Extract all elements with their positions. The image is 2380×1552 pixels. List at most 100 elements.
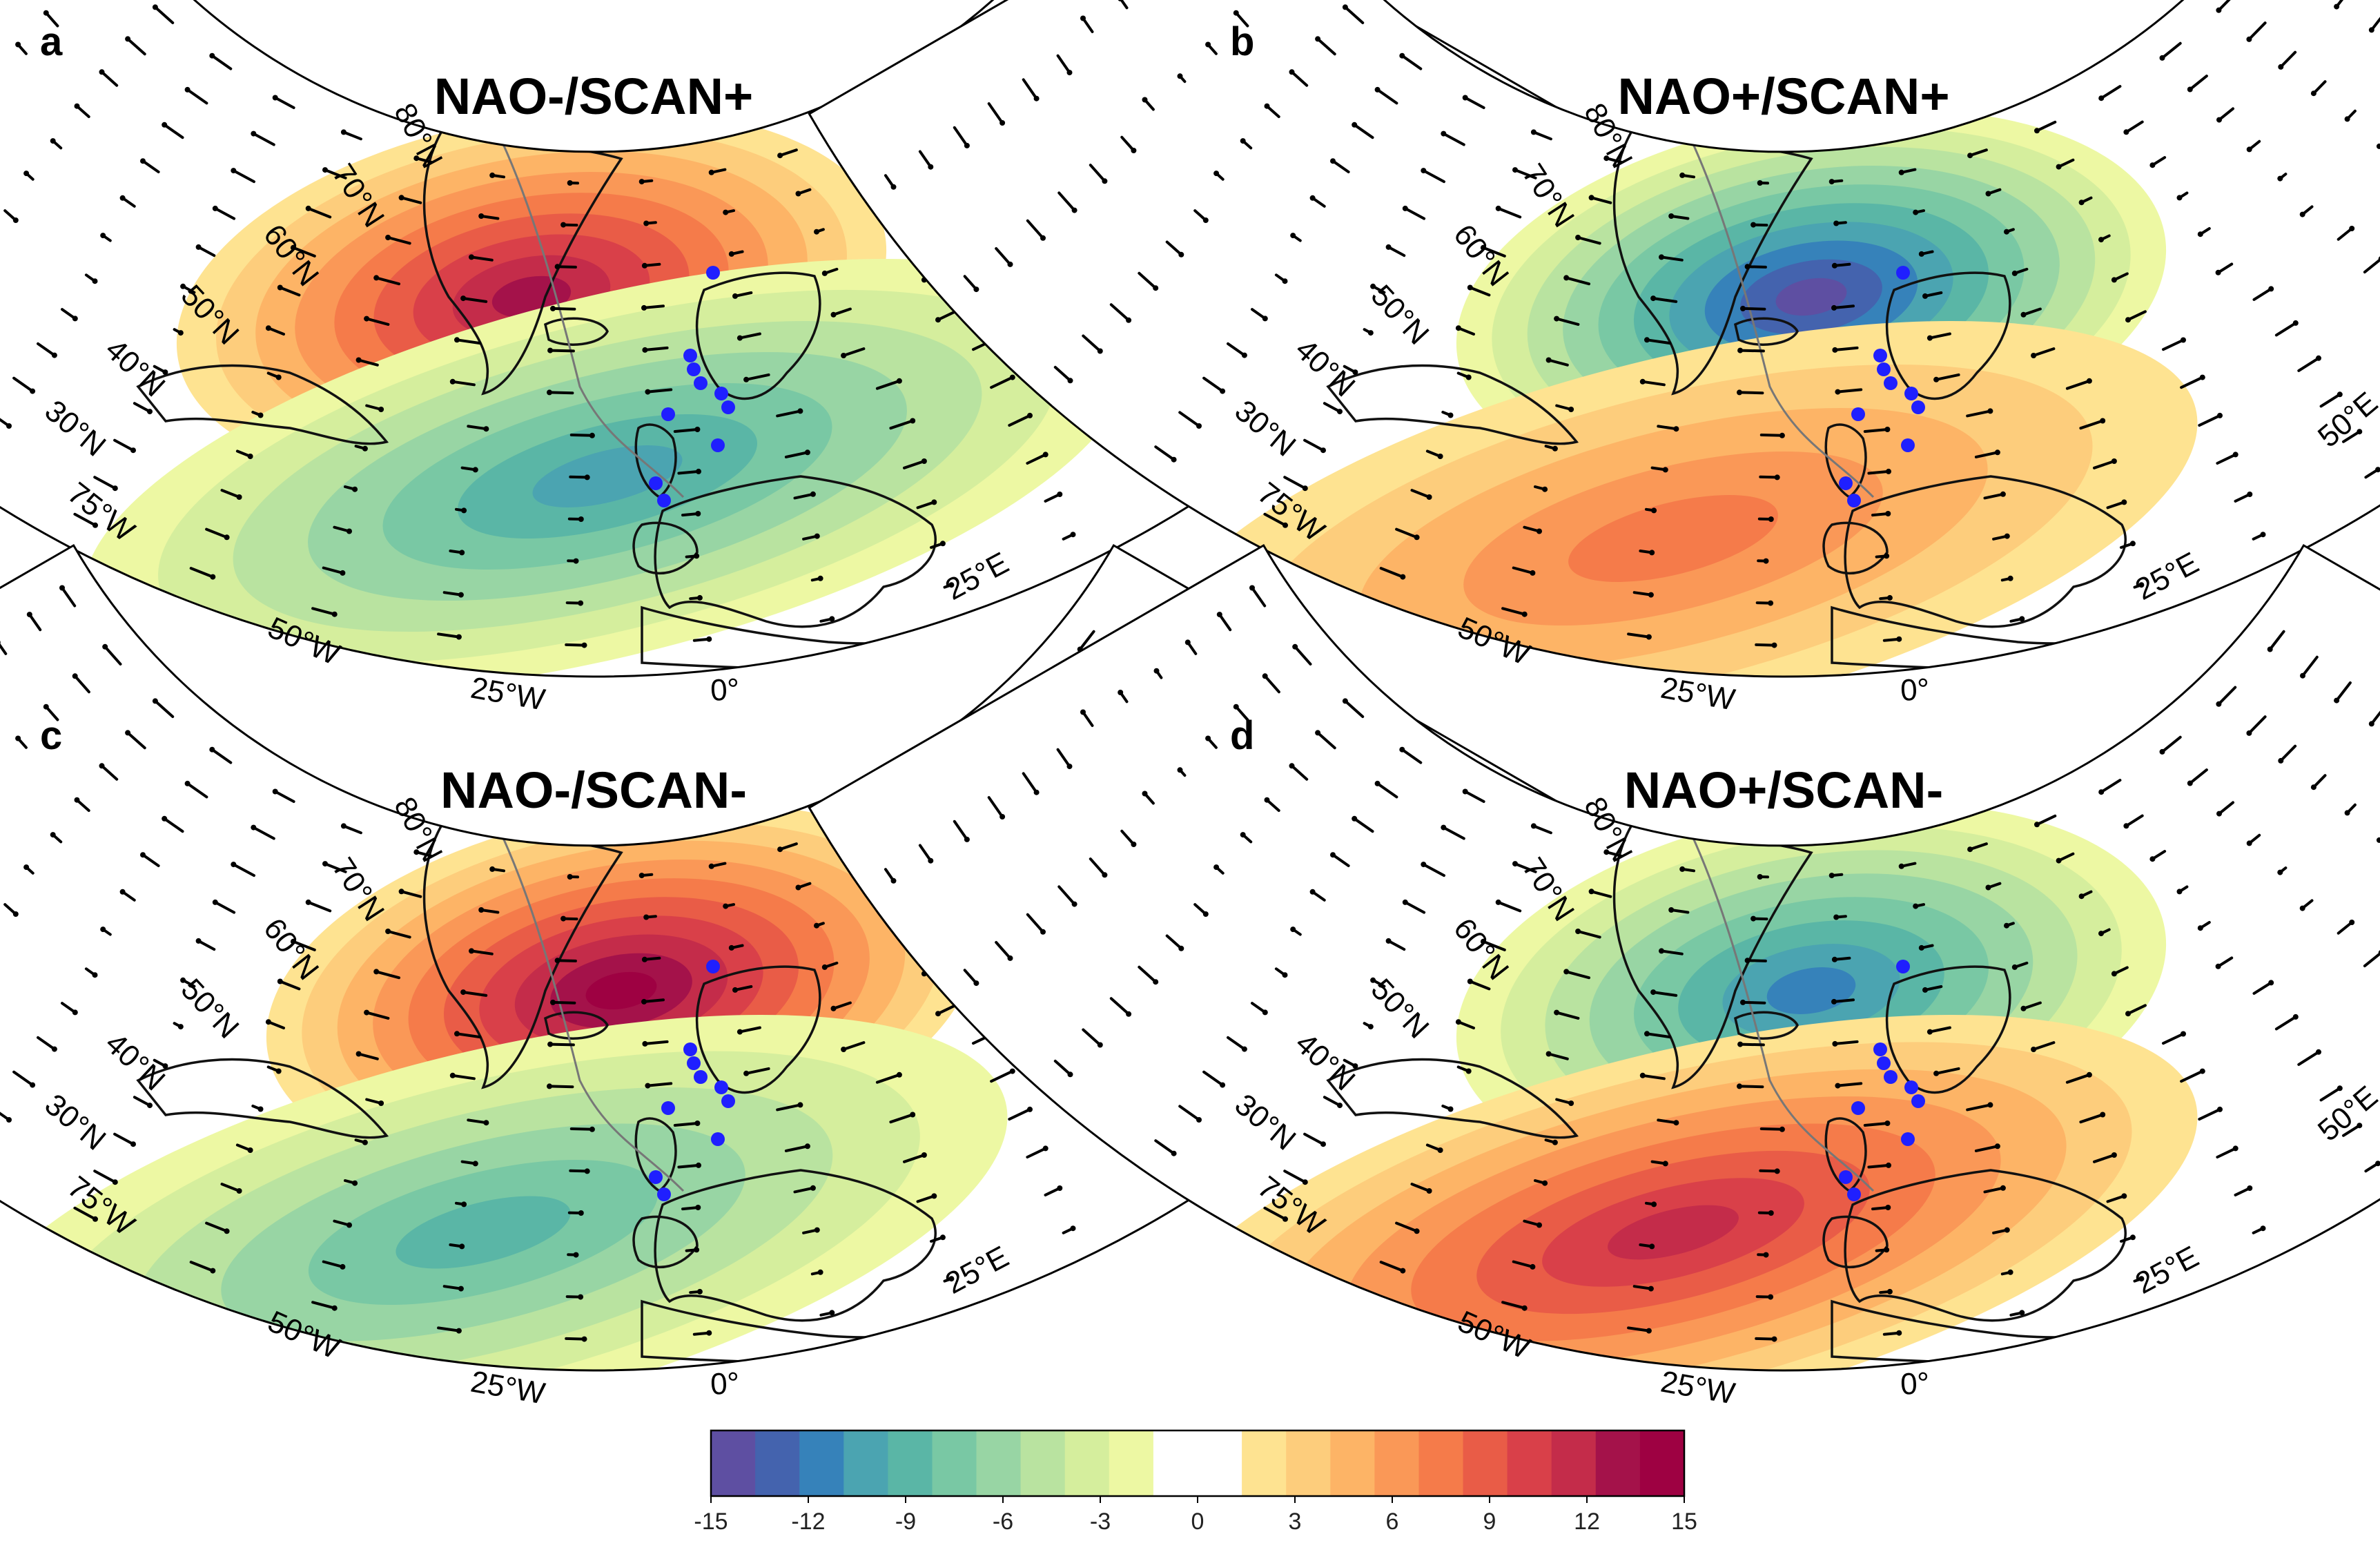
wind-arrow-head — [1987, 408, 1993, 414]
wind-arrow-head — [830, 311, 837, 318]
colorbar-swatch — [1242, 1430, 1287, 1496]
wind-arrow-head — [1568, 407, 1574, 412]
wind-arrow-head — [1070, 1225, 1076, 1232]
wind-arrow-head — [1896, 1330, 1902, 1336]
wind-arrow-head — [1750, 915, 1757, 922]
wind-arrow — [1057, 885, 1076, 906]
wind-arrow-head — [2125, 1011, 2131, 1017]
wind-arrow-head — [2292, 320, 2299, 326]
wind-arrow-head — [696, 594, 703, 601]
wind-arrow-head — [2310, 90, 2316, 97]
wind-arrow — [1316, 37, 1336, 56]
wind-arrow — [2106, 1194, 2126, 1203]
wind-arrow-head — [59, 585, 65, 591]
wind-arrow — [552, 1000, 576, 1005]
wind-arrow-head — [1402, 899, 1408, 905]
wind-arrow-head — [340, 570, 346, 576]
wind-arrow-head — [573, 558, 579, 564]
wind-arrow — [1089, 857, 1106, 877]
wind-arrow — [1836, 1082, 1863, 1087]
wind-arrow-head — [2246, 36, 2252, 42]
wind-arrow — [211, 748, 233, 764]
wind-arrow-head — [1290, 927, 1296, 933]
wind-arrow-head — [2349, 920, 2355, 925]
wind-arrow-head — [1385, 938, 1392, 944]
wind-arrow-head — [732, 293, 738, 299]
wind-arrow — [1008, 414, 1031, 427]
colorbar-swatch — [1418, 1430, 1464, 1496]
wind-arrow-head — [50, 832, 56, 838]
wind-arrow-head — [102, 643, 108, 650]
wind-arrow-head — [2149, 162, 2156, 168]
wind-arrow — [462, 991, 488, 997]
wind-arrow-head — [290, 938, 296, 944]
wind-arrow-head — [1885, 1205, 1891, 1210]
wind-arrow-head — [696, 1162, 701, 1168]
station-dot — [661, 1101, 675, 1115]
wind-arrow-head — [578, 516, 584, 522]
wind-arrow — [1387, 939, 1406, 951]
wind-arrow — [2216, 1147, 2237, 1158]
wind-arrow — [1082, 334, 1102, 353]
wind-arrow — [1395, 1221, 1418, 1233]
wind-arrow — [1379, 567, 1405, 579]
wind-arrow-head — [1673, 1120, 1679, 1126]
wind-arrow-head — [737, 335, 743, 341]
wind-arrow — [2301, 655, 2319, 677]
wind-arrow-head — [2100, 1112, 2106, 1118]
wind-arrow-head — [641, 998, 647, 1005]
wind-arrow — [569, 1169, 589, 1173]
colorbar-tick-label: -3 — [1090, 1509, 1111, 1535]
wind-arrow-head — [1563, 275, 1570, 281]
wind-arrow — [1738, 1085, 1764, 1089]
wind-arrow-head — [2247, 1185, 2253, 1191]
wind-arrow-head — [2246, 146, 2252, 153]
wind-arrow — [784, 451, 809, 458]
colorbar-swatch — [1507, 1430, 1552, 1496]
wind-arrow — [306, 900, 332, 913]
wind-arrow-head — [1530, 129, 1537, 135]
station-dot — [1847, 494, 1861, 507]
wind-arrow — [842, 347, 866, 357]
wind-arrow-head — [641, 956, 647, 962]
wind-arrow-head — [1521, 1305, 1528, 1311]
coastline — [543, 1011, 609, 1040]
wind-arrow-head — [130, 1141, 136, 1147]
wind-arrow — [2274, 1015, 2297, 1031]
wind-arrow-head — [209, 746, 215, 753]
wind-arrow-head — [449, 1072, 456, 1078]
coastline — [1824, 1117, 1867, 1193]
wind-arrow-head — [1967, 153, 1973, 159]
station-dot — [694, 376, 708, 390]
wind-arrow-head — [2344, 810, 2350, 816]
colorbar-tick-label: -6 — [993, 1509, 1013, 1535]
wind-arrow-head — [1679, 172, 1686, 178]
panel-letter: c — [40, 713, 62, 758]
wind-arrow — [2335, 0, 2352, 8]
wind-arrow-head — [74, 797, 80, 803]
wind-arrow — [456, 1032, 482, 1039]
wind-arrow — [1969, 842, 1988, 851]
wind-arrow-head — [1009, 1068, 1015, 1074]
wind-arrow-head — [119, 195, 126, 201]
wind-arrow-head — [162, 122, 168, 128]
wind-arrow-head — [2031, 1047, 2037, 1052]
wind-arrow-head — [694, 553, 700, 559]
wind-arrow — [142, 159, 160, 173]
wind-arrow — [1833, 346, 1859, 351]
wind-arrow-head — [1320, 1141, 1326, 1147]
wind-arrow — [1343, 699, 1365, 718]
station-dot — [683, 349, 697, 362]
wind-arrow — [2218, 801, 2234, 815]
station-dot — [657, 1187, 671, 1201]
wind-arrow — [213, 900, 236, 914]
longitude-label: 25°W — [468, 671, 547, 717]
wind-arrow — [1746, 959, 1767, 962]
wind-arrow-head — [209, 52, 215, 59]
wind-arrow-head — [1662, 467, 1668, 473]
wind-arrow — [375, 970, 400, 980]
wind-arrow-head — [224, 1228, 230, 1234]
wind-arrow-head — [1289, 69, 1295, 75]
wind-arrow — [1532, 130, 1552, 141]
wind-arrow-head — [1153, 285, 1159, 291]
